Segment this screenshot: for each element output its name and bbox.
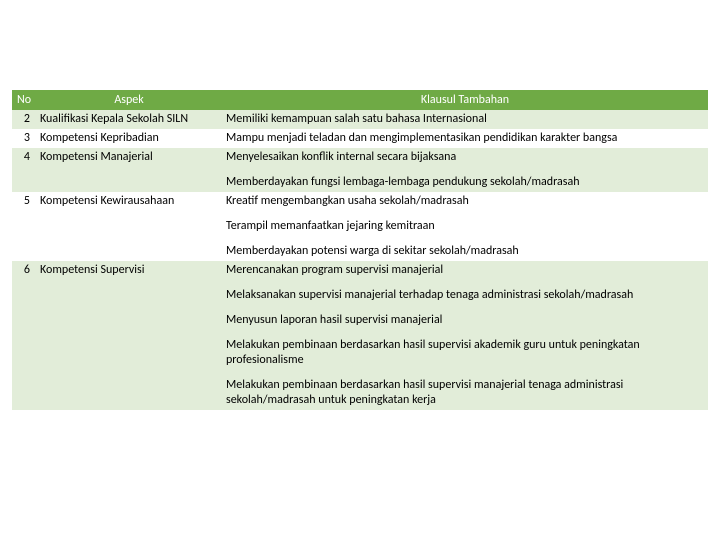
cell-klausul: Kreatif mengembangkan usaha sekolah/madr…: [222, 192, 708, 261]
cell-klausul: Mampu menjadi teladan dan mengimplementa…: [222, 129, 708, 148]
col-header-no: No: [12, 90, 36, 110]
cell-klausul: Menyelesaikan konflik internal secara bi…: [222, 148, 708, 192]
cell-aspek: Kompetensi Kewirausahaan: [36, 192, 222, 261]
cell-no: 5: [12, 192, 36, 261]
cell-no: 3: [12, 129, 36, 148]
table-row: 6 Kompetensi Supervisi Merencanakan prog…: [12, 261, 708, 410]
klausul-table: No Aspek Klausul Tambahan 2 Kualifikasi …: [12, 90, 708, 410]
cell-klausul: Merencanakan program supervisi manajeria…: [222, 261, 708, 410]
cell-aspek: Kompetensi Supervisi: [36, 261, 222, 410]
table-row: 4 Kompetensi Manajerial Menyelesaikan ko…: [12, 148, 708, 192]
cell-aspek: Kompetensi Manajerial: [36, 148, 222, 192]
table-header-row: No Aspek Klausul Tambahan: [12, 90, 708, 110]
col-header-klausul: Klausul Tambahan: [222, 90, 708, 110]
cell-aspek: Kompetensi Kepribadian: [36, 129, 222, 148]
cell-aspek: Kualifikasi Kepala Sekolah SILN: [36, 110, 222, 129]
cell-no: 4: [12, 148, 36, 192]
cell-no: 6: [12, 261, 36, 410]
cell-klausul: Memiliki kemampuan salah satu bahasa Int…: [222, 110, 708, 129]
col-header-aspek: Aspek: [36, 90, 222, 110]
table-row: 3 Kompetensi Kepribadian Mampu menjadi t…: [12, 129, 708, 148]
table-row: 5 Kompetensi Kewirausahaan Kreatif menge…: [12, 192, 708, 261]
table-row: 2 Kualifikasi Kepala Sekolah SILN Memili…: [12, 110, 708, 129]
cell-no: 2: [12, 110, 36, 129]
